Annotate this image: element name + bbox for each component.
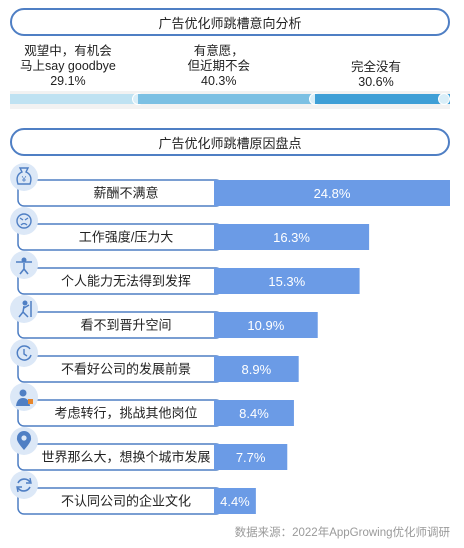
data-label: 8.4% — [239, 406, 269, 421]
data-label: 4.4% — [220, 494, 250, 509]
category-label: 不认同公司的企业文化 — [61, 494, 191, 509]
intent-segment-line1: 完全没有 — [351, 60, 402, 74]
intent-segment-label-3: 完全没有 30.6% — [351, 60, 401, 90]
bar-row: 薪酬不满意 24.8% ¥ — [10, 163, 450, 207]
bar — [214, 312, 318, 338]
intent-segment-line2: 马上say goodbye — [20, 59, 116, 73]
icon-circle — [10, 471, 38, 499]
icon-circle — [10, 383, 38, 411]
category-label: 工作强度/压力大 — [79, 230, 174, 245]
bar-row: 世界那么大，想换个城市发展 7.7% — [10, 427, 288, 471]
svg-text:¥: ¥ — [21, 175, 27, 184]
climbing-person-icon — [18, 300, 32, 318]
location-pin-icon — [16, 431, 32, 450]
data-label: 7.7% — [236, 450, 266, 465]
intent-segment-2 — [138, 94, 316, 104]
bar — [214, 400, 294, 426]
source-note: 数据来源：2022年AppGrowing优化师调研 — [234, 527, 450, 539]
bar-row: 考虑转行，挑战其他岗位 8.4% — [10, 383, 294, 427]
category-label: 看不到晋升空间 — [80, 318, 171, 333]
bar — [214, 224, 370, 250]
category-label: 个人能力无法得到发挥 — [61, 274, 191, 289]
intent-segment-label-2: 有意愿， 但近期不会 40.3% — [188, 44, 251, 89]
intent-section-title: 广告优化师跳槽意向分析 — [10, 8, 450, 36]
category-label: 薪酬不满意 — [93, 186, 158, 201]
intent-segment-value-label: 29.1% — [50, 74, 86, 88]
icon-circle — [10, 207, 38, 235]
bar-row: 不认同公司的企业文化 4.4% — [10, 471, 256, 515]
intent-segment-1 — [10, 94, 139, 104]
bar-row: 不看好公司的发展前景 8.9% — [10, 339, 299, 383]
person-switch-icon — [16, 389, 33, 406]
intent-segment-value-label: 40.3% — [201, 74, 237, 88]
intent-segment-line1: 有意愿， — [193, 44, 244, 58]
data-label: 10.9% — [247, 318, 284, 333]
data-label: 8.9% — [242, 362, 272, 377]
intent-segment-line2: 但近期不会 — [187, 59, 251, 73]
refresh-icon — [16, 477, 32, 493]
category-label: 世界那么大，想换个城市发展 — [41, 450, 210, 465]
reasons-section-title: 广告优化师跳槽原因盘点 — [10, 128, 450, 156]
data-label: 15.3% — [268, 274, 305, 289]
category-label: 不看好公司的发展前景 — [61, 362, 191, 377]
bar — [214, 488, 256, 514]
lifting-person-icon — [16, 257, 32, 275]
category-label: 考虑转行，挑战其他岗位 — [54, 406, 197, 421]
intent-stacked-bar — [10, 91, 450, 109]
bar-row: 看不到晋升空间 10.9% — [10, 295, 318, 339]
bar — [214, 268, 360, 294]
data-label: 16.3% — [273, 230, 310, 245]
intent-segment-marker — [438, 93, 450, 105]
data-label: 24.8% — [314, 186, 351, 201]
intent-segment-line1: 观望中，有机会 — [24, 44, 112, 58]
icon-circle — [10, 163, 38, 191]
bar — [214, 180, 450, 206]
bar — [214, 356, 299, 382]
reasons-bar-chart: 薪酬不满意 24.8% ¥ 工作强度/压力大 16.3% 个人能力无法得到发挥 15.3% 看… — [10, 163, 450, 515]
bar-row: 工作强度/压力大 16.3% — [10, 207, 370, 251]
intent-segment-value-label: 30.6% — [358, 75, 394, 89]
bar — [214, 444, 288, 470]
bar-row: 个人能力无法得到发挥 15.3% — [10, 251, 360, 295]
money-bag-icon: ¥ — [16, 167, 32, 185]
clock-arrow-icon — [16, 345, 32, 361]
stress-face-icon — [16, 213, 32, 229]
intent-segment-3 — [315, 94, 450, 104]
intent-segment-label-1: 观望中，有机会 马上say goodbye 29.1% — [20, 44, 116, 89]
